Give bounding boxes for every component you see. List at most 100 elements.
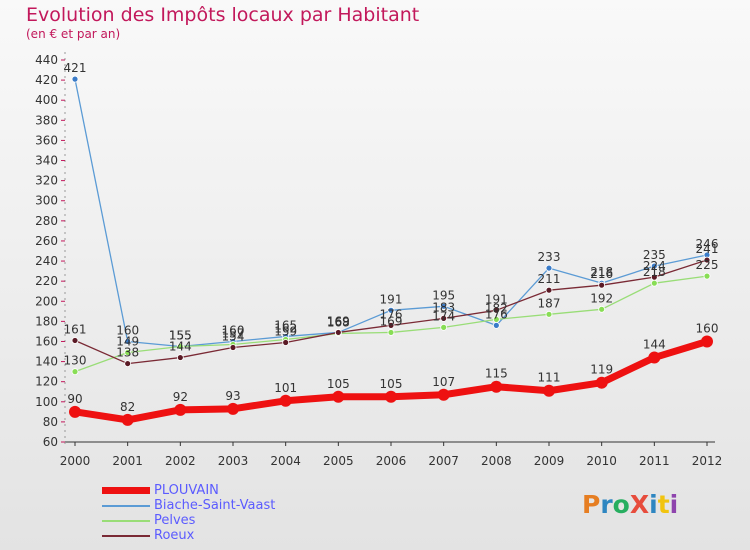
data-point-plouvain: [490, 380, 503, 393]
data-label-pelves: 157: [222, 326, 245, 340]
data-point-roeux: [598, 281, 606, 289]
legend-label-biache: Biache-Saint-Vaast: [154, 498, 276, 513]
data-label-pelves: 182: [485, 301, 508, 315]
y-tick-label: 140: [35, 355, 58, 369]
data-label-plouvain: 82: [120, 400, 135, 414]
legend-swatch-biache: [102, 504, 150, 507]
data-label-biache-saint-vaast: 160: [222, 323, 245, 337]
data-label-pelves: 168: [327, 315, 350, 329]
data-point-roeux: [176, 354, 184, 361]
proxiti-logo: ProXiti: [582, 490, 678, 519]
y-tick-label: 280: [35, 214, 58, 228]
data-point-roeux: [440, 314, 448, 322]
data-label-plouvain: 101: [274, 381, 297, 395]
legend-item-pelves: Pelves: [102, 513, 275, 528]
data-label-roeux: 224: [643, 259, 666, 273]
legend-item-plouvain: PLOUVAIN: [102, 483, 275, 498]
data-point-pelves: [492, 315, 500, 323]
y-tick-label: 380: [35, 113, 58, 127]
legend-item-biache: Biache-Saint-Vaast: [102, 498, 275, 513]
data-label-plouvain: 115: [485, 367, 508, 381]
data-point-biache-saint-vaast: [71, 75, 79, 83]
data-label-biache-saint-vaast: 421: [64, 61, 87, 75]
data-label-plouvain: 92: [173, 390, 188, 404]
data-label-roeux: 191: [485, 292, 508, 306]
y-tick-label: 360: [35, 133, 58, 147]
y-tick-label: 80: [43, 415, 58, 429]
data-point-roeux: [282, 339, 290, 346]
data-label-plouvain: 111: [538, 371, 561, 385]
data-point-biache-saint-vaast: [545, 264, 553, 272]
data-label-pelves: 169: [380, 314, 403, 328]
data-point-pelves: [440, 323, 448, 331]
data-label-plouvain: 107: [432, 375, 455, 389]
x-tick-label: 2000: [60, 454, 91, 468]
data-label-plouvain: 160: [696, 321, 719, 335]
data-point-roeux: [387, 321, 395, 329]
y-tick-label: 200: [35, 294, 58, 308]
y-tick-label: 160: [35, 334, 58, 348]
data-label-pelves: 162: [274, 321, 297, 335]
data-point-pelves: [545, 310, 553, 318]
data-point-pelves: [124, 349, 132, 356]
data-label-pelves: 174: [432, 309, 455, 323]
data-label-plouvain: 119: [590, 363, 613, 377]
x-tick-label: 2008: [481, 454, 512, 468]
legend-label-pelves: Pelves: [154, 513, 196, 528]
data-label-plouvain: 144: [643, 338, 666, 352]
y-tick-label: 120: [35, 375, 58, 389]
y-tick-label: 180: [35, 314, 58, 328]
data-point-roeux: [124, 360, 132, 367]
data-point-biache-saint-vaast: [440, 302, 448, 310]
data-point-plouvain: [701, 335, 713, 348]
data-point-roeux: [492, 306, 500, 314]
data-label-pelves: 155: [169, 329, 192, 343]
data-label-biache-saint-vaast: 155: [169, 329, 192, 343]
logo-letter: t: [657, 490, 670, 519]
data-point-plouvain: [174, 403, 187, 416]
data-label-roeux: 154: [222, 330, 245, 344]
data-label-plouvain: 90: [67, 392, 82, 406]
data-point-roeux: [703, 256, 711, 264]
chart-subtitle: (en € et par an): [26, 27, 121, 41]
y-tick-label: 320: [35, 174, 58, 188]
data-point-plouvain: [437, 388, 450, 401]
logo-letter: i: [649, 490, 658, 519]
y-tick-label: 100: [35, 395, 58, 409]
x-tick-label: 2009: [534, 454, 565, 468]
x-tick-label: 2007: [428, 454, 459, 468]
data-point-plouvain: [69, 405, 81, 418]
y-tick-label: 400: [35, 93, 58, 107]
x-tick-label: 2003: [218, 454, 249, 468]
data-point-plouvain: [595, 376, 608, 389]
data-label-biache-saint-vaast: 195: [432, 288, 455, 302]
logo-letter: i: [669, 490, 679, 519]
logo-letter: P: [582, 490, 601, 519]
data-label-roeux: 211: [538, 272, 561, 286]
data-point-pelves: [71, 368, 79, 376]
x-tick-label: 2006: [376, 454, 407, 468]
data-label-pelves: 225: [696, 258, 719, 272]
x-tick-label: 2012: [692, 454, 723, 468]
data-point-plouvain: [385, 390, 397, 403]
legend-item-roeux: Roeux: [102, 528, 275, 543]
data-label-roeux: 241: [696, 242, 719, 256]
y-tick-label: 260: [35, 234, 58, 248]
data-label-biache-saint-vaast: 191: [380, 292, 403, 306]
data-label-plouvain: 93: [225, 389, 240, 403]
data-point-biache-saint-vaast: [124, 338, 132, 345]
logo-letter: X: [629, 490, 650, 519]
x-tick-label: 2010: [586, 454, 617, 468]
data-label-biache-saint-vaast: 218: [590, 265, 613, 279]
data-point-plouvain: [543, 384, 555, 397]
legend-swatch-roeux: [102, 534, 150, 537]
logo-letter: r: [600, 490, 613, 519]
data-point-plouvain: [332, 390, 345, 403]
data-label-pelves: 130: [64, 354, 87, 368]
data-label-roeux: 183: [432, 300, 455, 314]
data-label-roeux: 176: [380, 307, 403, 321]
data-label-biache-saint-vaast: 169: [327, 314, 350, 328]
data-point-biache-saint-vaast: [650, 262, 658, 270]
data-point-biache-saint-vaast: [492, 321, 500, 329]
legend-swatch-plouvain: [102, 487, 150, 494]
